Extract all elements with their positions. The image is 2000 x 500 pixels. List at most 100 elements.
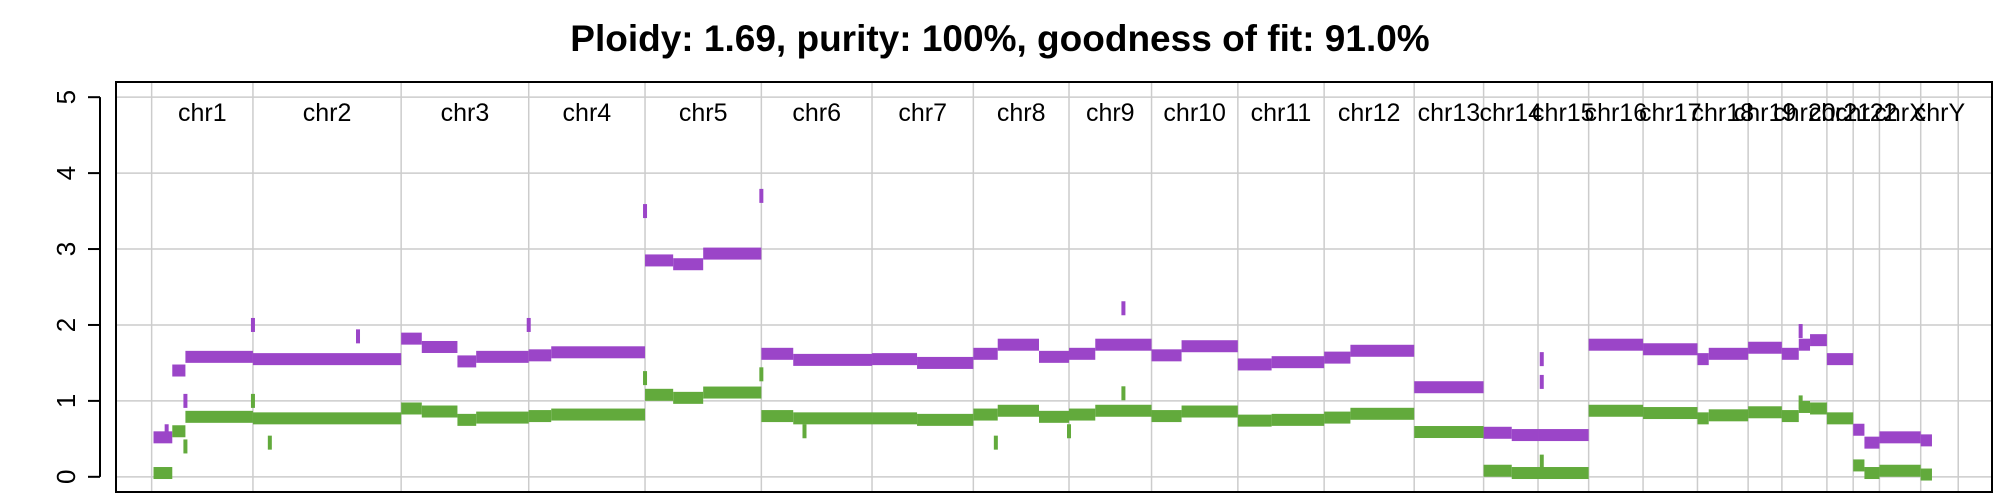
total-cn-segment <box>1697 353 1709 366</box>
minor-cn-segment <box>185 410 253 423</box>
chromosome-label: chr21 <box>1809 99 1872 127</box>
total-cn-point <box>1121 301 1126 316</box>
total-cn-point <box>526 317 531 332</box>
total-cn-segment <box>1864 436 1880 449</box>
minor-cn-segment <box>1271 413 1325 426</box>
minor-cn-segment <box>1781 410 1799 423</box>
minor-cn-segment <box>1237 414 1272 427</box>
total-cn-segment <box>703 247 762 260</box>
minor-cn-segment <box>1181 405 1238 418</box>
total-cn-segment <box>1095 338 1152 351</box>
minor-cn-segment <box>401 402 422 415</box>
y-tick-label: 1 <box>51 394 81 408</box>
minor-cn-segment <box>1879 464 1921 477</box>
total-cn-segment <box>1483 426 1512 439</box>
minor-cn-segment <box>1588 404 1644 417</box>
total-cn-segment <box>1826 353 1854 366</box>
minor-cn-point <box>802 424 807 439</box>
total-cn-segment <box>1271 356 1325 369</box>
total-cn-point <box>1539 352 1544 367</box>
total-cn-segment <box>1708 347 1749 360</box>
total-cn-point <box>164 424 169 439</box>
minor-cn-segment <box>673 391 704 404</box>
minor-cn-segment <box>421 405 458 418</box>
total-cn-segment <box>1151 349 1182 362</box>
copy-number-segments <box>153 188 1932 481</box>
minor-cn-segment <box>457 413 477 426</box>
y-tick-label: 5 <box>51 90 81 104</box>
total-cn-segment <box>421 340 458 353</box>
total-cn-segment <box>1324 351 1351 364</box>
minor-cn-segment <box>476 411 529 424</box>
minor-cn-segment <box>973 408 998 421</box>
minor-cn-segment <box>761 410 794 423</box>
minor-cn-point <box>250 393 255 408</box>
chromosome-label: chr8 <box>997 99 1046 127</box>
minor-cn-segment <box>1864 467 1880 480</box>
total-cn-segment <box>1748 341 1782 354</box>
minor-cn-segment <box>1095 404 1152 417</box>
minor-cn-point <box>759 367 764 382</box>
minor-cn-segment <box>1697 412 1709 425</box>
total-cn-segment <box>1920 434 1932 447</box>
chromosome-label: chr15 <box>1532 99 1595 127</box>
total-cn-segment <box>1798 338 1811 351</box>
minor-cn-segment <box>1038 410 1070 423</box>
minor-cn-segment <box>1853 459 1865 472</box>
minor-cn-segment <box>551 408 646 421</box>
minor-cn-segment <box>1483 464 1512 477</box>
total-cn-segment <box>1414 381 1484 394</box>
total-cn-segment <box>645 254 674 267</box>
minor-cn-segment <box>1708 409 1749 422</box>
chromosome-label: chr20 <box>1773 99 1836 127</box>
chromosome-label: chr16 <box>1585 99 1648 127</box>
total-cn-point <box>643 204 648 219</box>
total-cn-segment <box>1588 338 1644 351</box>
minor-cn-segment <box>528 410 552 423</box>
minor-cn-segment <box>1920 468 1932 481</box>
minor-cn-segment <box>917 413 974 426</box>
minor-cn-point <box>993 435 998 450</box>
minor-cn-segment <box>153 467 173 480</box>
chromosome-label: chr3 <box>441 99 490 127</box>
total-cn-point <box>1798 324 1803 339</box>
total-cn-segment <box>1181 340 1238 353</box>
total-cn-segment <box>1810 334 1827 347</box>
total-cn-segment <box>793 353 873 366</box>
minor-cn-segment <box>872 412 918 425</box>
y-tick-label: 3 <box>51 242 81 256</box>
total-cn-segment <box>1853 423 1865 436</box>
minor-cn-segment <box>1538 467 1589 480</box>
chromosome-label: chr6 <box>792 99 841 127</box>
minor-cn-segment <box>1798 400 1811 413</box>
total-cn-segment <box>997 338 1039 351</box>
minor-cn-segment <box>1511 467 1539 480</box>
minor-cn-segment <box>1810 402 1827 415</box>
total-cn-segment <box>528 349 552 362</box>
total-cn-segment <box>1538 429 1589 442</box>
total-cn-segment <box>153 431 173 444</box>
minor-cn-point <box>643 371 648 386</box>
chromosome-label: chr19 <box>1734 99 1797 127</box>
total-cn-segment <box>1038 350 1070 363</box>
total-cn-segment <box>673 258 704 271</box>
chromosome-label: chr5 <box>679 99 728 127</box>
chromosome-label: chr12 <box>1338 99 1401 127</box>
y-tick-label: 4 <box>51 166 81 180</box>
chromosome-label: chr2 <box>303 99 352 127</box>
total-cn-segment <box>457 355 477 368</box>
chromosome-label: chr4 <box>563 99 612 127</box>
minor-cn-segment <box>1151 410 1182 423</box>
minor-cn-segment <box>1826 412 1854 425</box>
chromosome-label: chr18 <box>1692 99 1755 127</box>
chart-title: Ploidy: 1.69, purity: 100%, goodness of … <box>570 18 1430 59</box>
total-cn-segment <box>917 356 974 369</box>
chromosome-label: chr1 <box>178 99 227 127</box>
minor-cn-segment <box>1643 407 1698 420</box>
y-axis: 0 1 2 3 4 5 <box>51 90 101 484</box>
minor-cn-segment <box>172 425 186 438</box>
minor-cn-segment <box>703 386 762 399</box>
total-cn-segment <box>551 346 646 359</box>
total-cn-segment <box>1781 347 1799 360</box>
